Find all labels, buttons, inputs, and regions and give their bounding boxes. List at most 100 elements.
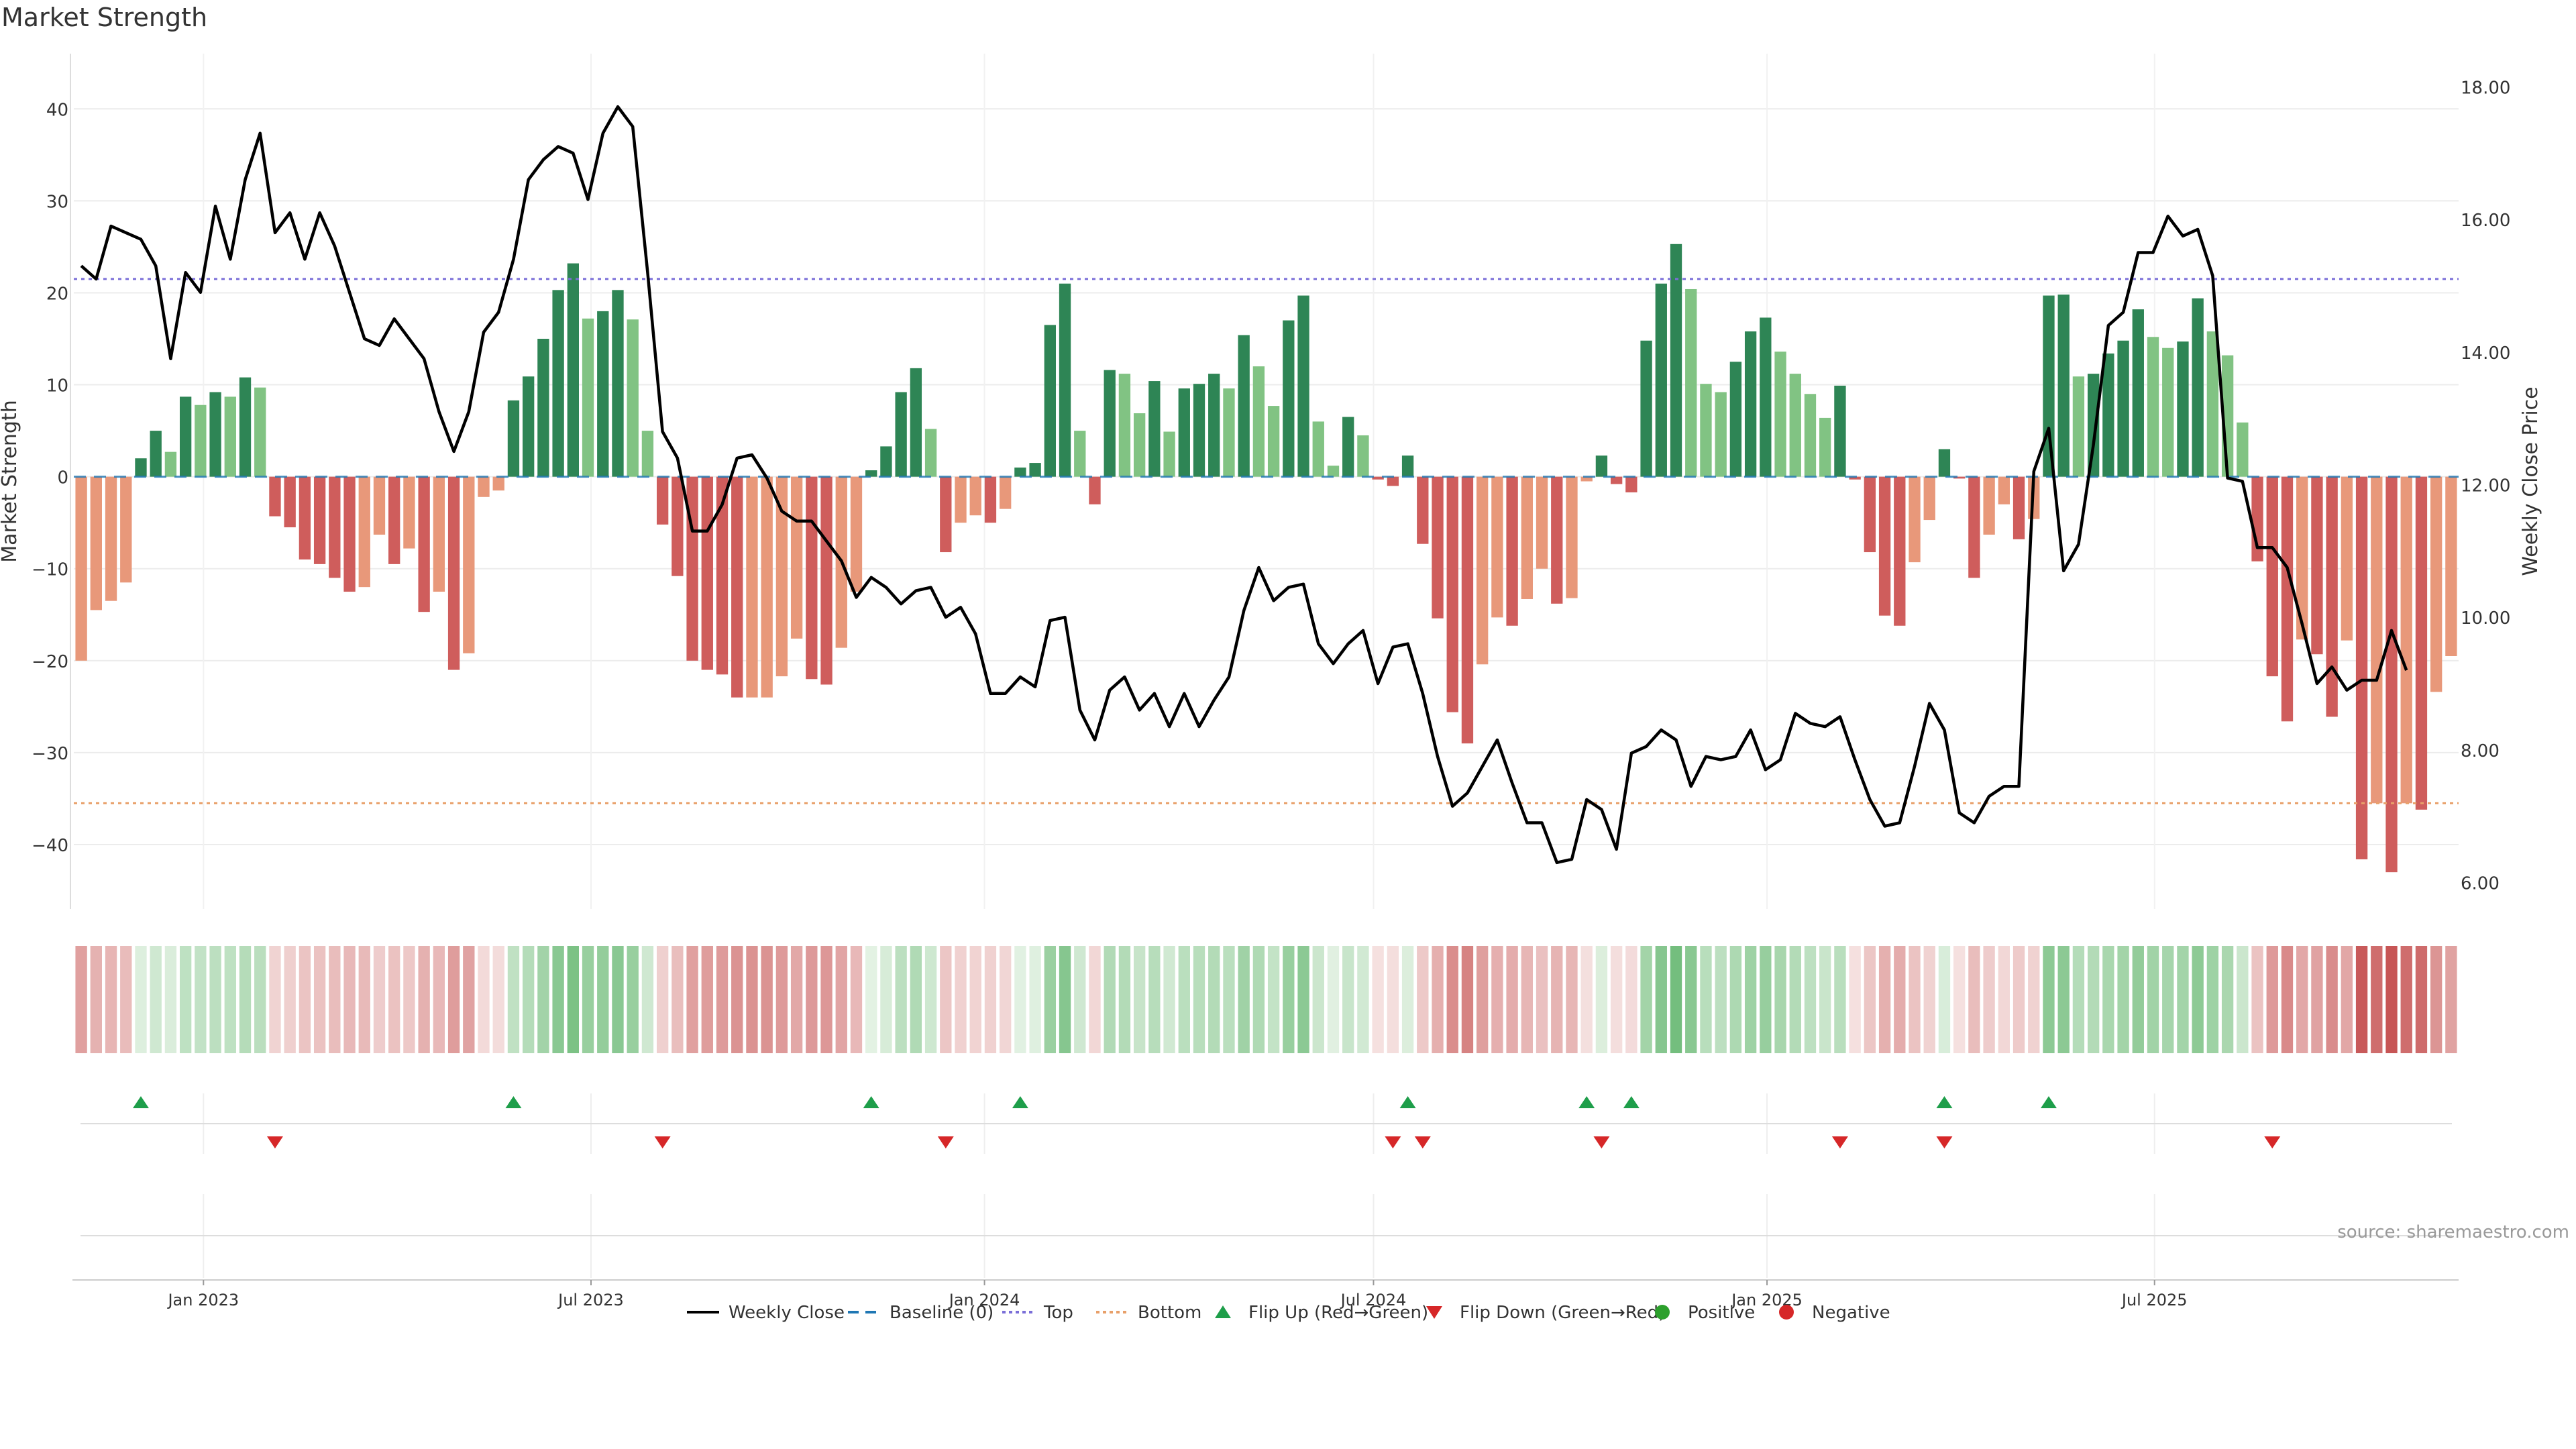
strength-bar [507,400,520,477]
strength-bar [135,458,147,477]
strength-bar [880,446,892,477]
heat-cell [1789,946,1801,1053]
legend-item: Negative [1779,1303,1890,1323]
heat-cell [2147,946,2159,1053]
heat-cell [224,946,236,1053]
strength-bar [641,431,654,477]
strength-bar [2281,476,2294,722]
strength-bar [2117,340,2129,477]
strength-bar [940,476,952,553]
strength-bar [2355,476,2368,859]
heat-cell [641,946,654,1053]
strength-bar [164,451,177,477]
strength-bar [2445,476,2457,656]
strength-bar [463,476,475,653]
heat-cell [150,946,162,1053]
heat-cell [2028,946,2040,1053]
strength-bar [1029,463,1041,477]
flip-down-marker [266,1136,283,1148]
strength-bar [1909,476,1921,563]
heat-cell [433,946,445,1053]
heat-cell [403,946,415,1053]
heat-cell [1774,946,1786,1053]
strength-bar [1252,366,1265,477]
y-left-tick-label: −40 [32,836,68,856]
heat-cell [343,946,356,1053]
strength-bar [254,387,266,477]
heat-cell [1729,946,1742,1053]
heat-cell [612,946,624,1053]
flip-up-marker [863,1096,879,1108]
heat-cell [1044,946,1056,1053]
strength-bar [120,476,132,583]
strength-bar [924,429,937,477]
heat-cell [1432,946,1444,1053]
y-left-tick-label: 0 [57,468,68,488]
strength-bar [1760,317,1772,477]
heat-cell [1625,946,1638,1053]
heat-cell [105,946,117,1053]
legend-item: Positive [1655,1303,1755,1323]
heat-cell [597,946,609,1053]
heat-cell [2445,946,2457,1053]
strength-bar [806,476,818,680]
strength-bar [1729,362,1742,477]
y-left-tick-label: −30 [32,744,68,764]
strength-bar [1551,476,1563,604]
flip-up-marker [1578,1096,1595,1108]
strength-bar [2057,294,2070,477]
strength-bar [1074,431,1086,477]
heat-cell [1744,946,1757,1053]
strength-bar [1983,476,1995,535]
heat-strip [75,946,2457,1053]
strength-bar [582,318,594,477]
heat-cell [299,946,311,1053]
strength-bar [1849,476,1861,480]
heat-cell [1193,946,1205,1053]
heat-cell [2355,946,2368,1053]
strength-bar [1477,476,1489,665]
heat-cell [2281,946,2294,1053]
heat-cell [1223,946,1235,1053]
strength-bar [269,476,281,517]
y-right-tick-label: 16.00 [2461,211,2510,231]
legend-swatch [1779,1305,1794,1320]
heat-cell [1312,946,1324,1053]
y-right-tick-label: 12.00 [2461,476,2510,496]
heat-cell [1655,946,1667,1053]
flip-up-marker [2040,1096,2057,1108]
strength-bar [2296,476,2308,640]
flip-up-marker [505,1096,522,1108]
heat-cell [254,946,266,1053]
x-tick-label: Jan 2023 [166,1291,239,1309]
strength-bar [1834,385,1846,477]
heat-cell [2415,946,2428,1053]
strength-bar [2266,476,2278,677]
heat-cell [1923,946,1935,1053]
heat-cell [1089,946,1101,1053]
strength-bar [1044,325,1056,477]
heat-cell [523,946,535,1053]
heat-cell [1342,946,1354,1053]
legend-item: Weekly Close [687,1303,845,1323]
strength-bar [1118,374,1131,477]
heat-cell [865,946,877,1053]
heat-cell [1252,946,1265,1053]
heat-cell [120,946,132,1053]
strength-bar [1566,476,1578,598]
heat-cell [507,946,520,1053]
strength-bar [1580,476,1593,482]
strength-bar [552,290,564,477]
heat-cell [463,946,475,1053]
strength-bar [1089,476,1101,504]
strength-bars [75,244,2457,873]
strength-bar [313,476,326,564]
heat-cell [209,946,221,1053]
heat-cell [2192,946,2204,1053]
heat-cell [1506,946,1518,1053]
y-left-tick-label: 40 [46,100,68,120]
heat-cell [1819,946,1831,1053]
strength-bar [1163,431,1175,477]
legend-label: Top [1043,1303,1073,1323]
strength-bar [746,476,758,698]
